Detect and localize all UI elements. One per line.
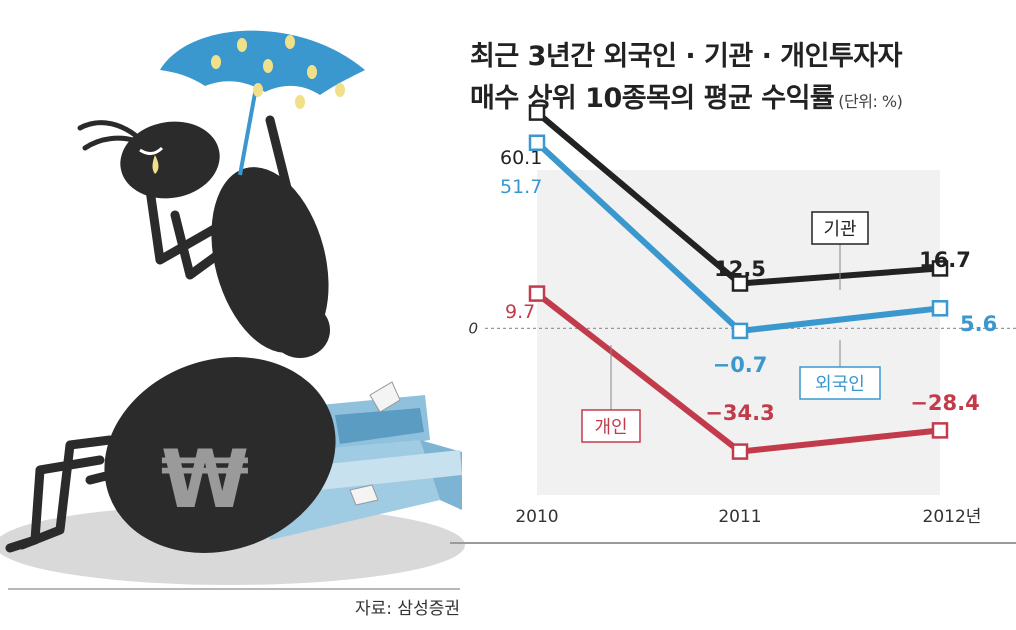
series-callout-box <box>811 211 869 245</box>
source-note: 자료: 삼성증권 <box>355 599 460 619</box>
data-point-marker <box>731 275 749 292</box>
x-tick-label: 2011 <box>718 507 761 527</box>
tear-icon <box>152 155 159 174</box>
ant-head <box>120 121 220 199</box>
series-name-label: 기관 <box>823 219 856 240</box>
chart-title: 최근 3년간 외국인 · 기관 · 개인투자자 <box>470 41 902 72</box>
x-tick-label: 2010 <box>515 507 558 527</box>
data-value-label: 12.5 <box>714 257 766 281</box>
won-symbol-icon: ₩ <box>161 433 249 526</box>
data-value-label: −28.4 <box>910 391 979 415</box>
data-point-marker <box>528 104 546 121</box>
series-name-label: 개인 <box>594 417 627 438</box>
data-value-label: 16.7 <box>919 248 971 272</box>
ant-thorax <box>211 167 329 353</box>
ant-abdomen <box>104 357 336 553</box>
data-point-marker <box>931 422 949 439</box>
source-divider <box>8 588 460 590</box>
umbrella-icon <box>160 30 365 95</box>
zero-tick-label: 0 <box>468 319 478 337</box>
data-point-marker <box>731 443 749 460</box>
raindrops-icon <box>211 35 345 109</box>
x-tick-label: 2012년 <box>923 507 982 527</box>
ant-illustration: ₩ <box>0 30 465 585</box>
data-value-label: −34.3 <box>705 401 774 425</box>
data-value-label: 60.1 <box>500 147 542 169</box>
data-point-marker <box>731 322 749 340</box>
data-point-marker <box>931 300 949 317</box>
series-callout-box <box>799 366 881 400</box>
data-point-marker <box>931 260 949 277</box>
series-name-label: 외국인 <box>815 374 865 395</box>
data-value-label: 9.7 <box>505 301 535 323</box>
data-point-marker <box>528 134 546 152</box>
data-value-label: −0.7 <box>713 353 768 377</box>
data-value-label: 51.7 <box>500 176 542 198</box>
paper-icon <box>369 381 401 413</box>
data-value-label: 5.6 <box>960 312 997 336</box>
series-callout-box <box>581 409 641 443</box>
data-point-marker <box>528 285 546 302</box>
unit-label: (단위: %) <box>838 92 903 111</box>
